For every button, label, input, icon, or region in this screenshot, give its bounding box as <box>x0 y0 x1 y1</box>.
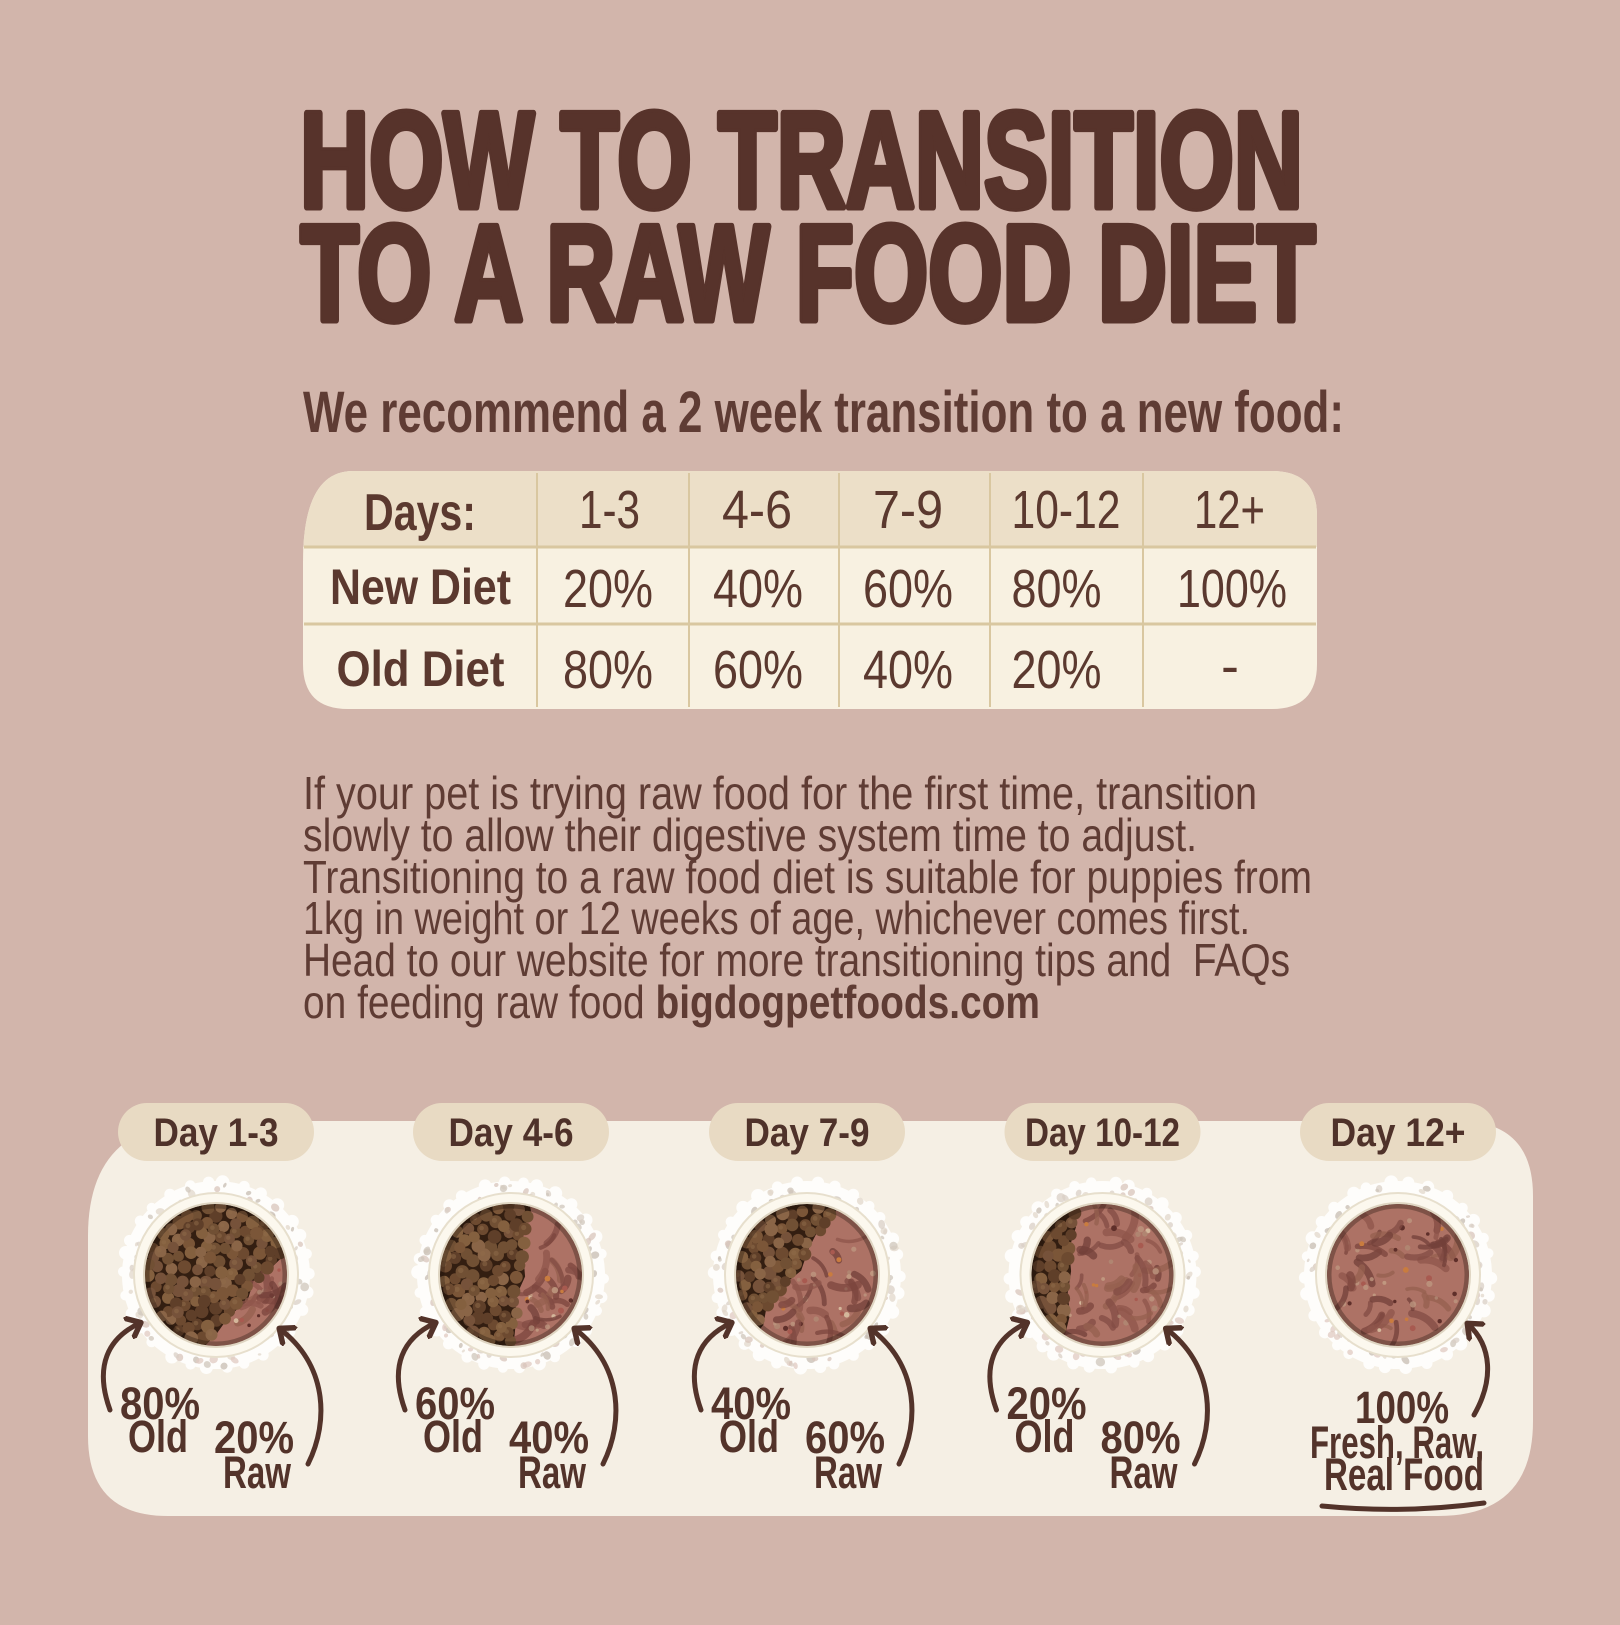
svg-text:Day 10-12: Day 10-12 <box>1025 1111 1180 1155</box>
svg-text:Raw: Raw <box>814 1447 883 1498</box>
svg-text:Real Food: Real Food <box>1324 1449 1484 1500</box>
svg-text:Day 4-6: Day 4-6 <box>449 1111 574 1155</box>
svg-text:on feeding raw food bigdogpetf: on feeding raw food bigdogpetfoods.com <box>303 976 1040 1028</box>
svg-text:20%: 20% <box>214 1412 294 1463</box>
svg-text:Transitioning to a raw food di: Transitioning to a raw food diet is suit… <box>303 851 1312 903</box>
svg-text:Day 12+: Day 12+ <box>1331 1111 1466 1155</box>
svg-text:Old: Old <box>1015 1411 1075 1462</box>
svg-text:We recommend a 2 week transiti: We recommend a 2 week transition to a ne… <box>303 380 1344 445</box>
svg-text:60%: 60% <box>415 1378 495 1429</box>
svg-text:If your pet is trying raw food: If your pet is trying raw food for the f… <box>303 767 1257 819</box>
svg-text:Raw: Raw <box>1110 1447 1179 1498</box>
svg-text:20%: 20% <box>1012 640 1102 700</box>
svg-text:Raw: Raw <box>518 1447 587 1498</box>
svg-text:7-9: 7-9 <box>873 480 943 540</box>
svg-text:80%: 80% <box>563 640 653 700</box>
svg-text:Day 1-3: Day 1-3 <box>154 1111 279 1155</box>
svg-text:1kg in weight or 12 weeks of a: 1kg in weight or 12 weeks of age, whiche… <box>303 892 1250 944</box>
svg-text:100%: 100% <box>1177 559 1287 619</box>
svg-text:Old: Old <box>423 1411 483 1462</box>
svg-text:20%: 20% <box>1007 1378 1087 1429</box>
svg-text:Day 7-9: Day 7-9 <box>745 1111 870 1155</box>
svg-text:40%: 40% <box>711 1378 791 1429</box>
svg-text:20%: 20% <box>563 559 653 619</box>
svg-text:12+: 12+ <box>1194 480 1265 540</box>
svg-text:60%: 60% <box>805 1412 885 1463</box>
svg-text:Raw: Raw <box>223 1447 292 1498</box>
svg-text:slowly to allow their digestiv: slowly to allow their digestive system t… <box>303 809 1197 861</box>
svg-text:40%: 40% <box>863 640 953 700</box>
svg-text:TO A RAW FOOD DIET: TO A RAW FOOD DIET <box>301 197 1316 349</box>
svg-text:40%: 40% <box>509 1412 589 1463</box>
svg-text:Fresh, Raw,: Fresh, Raw, <box>1310 1417 1484 1468</box>
svg-text:New Diet: New Diet <box>330 559 511 615</box>
svg-text:4-6: 4-6 <box>722 480 792 540</box>
svg-text:Old Diet: Old Diet <box>337 641 505 697</box>
svg-text:60%: 60% <box>863 559 953 619</box>
svg-text:80%: 80% <box>1101 1412 1181 1463</box>
svg-text:80%: 80% <box>1012 559 1102 619</box>
svg-text:1-3: 1-3 <box>579 480 640 540</box>
svg-text:-: - <box>1221 636 1239 696</box>
svg-text:100%: 100% <box>1355 1382 1449 1433</box>
svg-text:40%: 40% <box>713 559 803 619</box>
svg-text:60%: 60% <box>713 640 803 700</box>
svg-text:80%: 80% <box>120 1378 200 1429</box>
svg-text:Old: Old <box>719 1411 779 1462</box>
svg-text:Head to our website for more t: Head to our website for more transitioni… <box>303 934 1290 986</box>
svg-text:HOW TO TRANSITION: HOW TO TRANSITION <box>300 84 1303 236</box>
svg-text:Old: Old <box>128 1411 188 1462</box>
svg-text:Days:: Days: <box>364 484 476 542</box>
svg-text:10-12: 10-12 <box>1012 480 1121 540</box>
